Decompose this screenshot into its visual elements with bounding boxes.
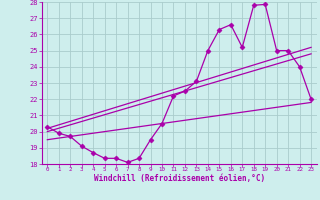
X-axis label: Windchill (Refroidissement éolien,°C): Windchill (Refroidissement éolien,°C) (94, 174, 265, 183)
